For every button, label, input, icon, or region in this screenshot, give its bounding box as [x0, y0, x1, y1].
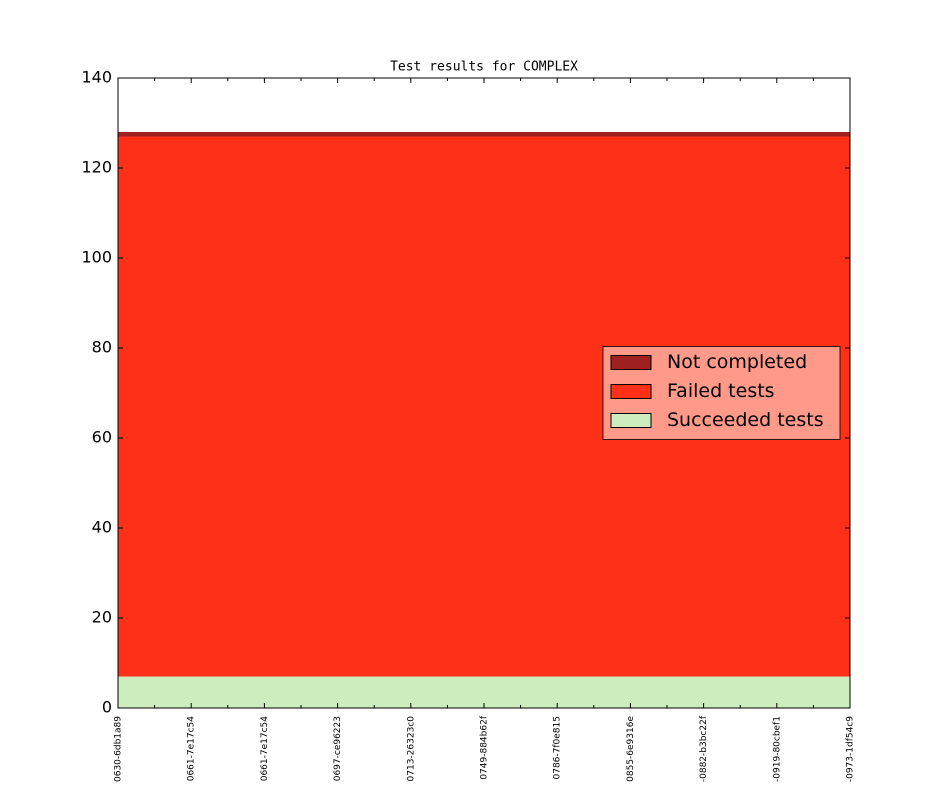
area [118, 136, 850, 677]
x-tick-label: 0713-26323c0 [406, 716, 416, 782]
x-tick-label: -0973-1df54c9 [846, 716, 856, 782]
legend-swatch [610, 384, 652, 399]
y-tick-label: 40 [92, 518, 112, 537]
area [118, 676, 850, 708]
legend-label: Failed tests [667, 380, 775, 402]
chart-title: Test results for COMPLEX [390, 60, 578, 75]
y-tick-label: 0 [102, 698, 112, 717]
y-tick-label: 140 [81, 68, 112, 87]
legend-label: Succeeded tests [667, 409, 824, 431]
legend-label: Not completed [667, 351, 807, 373]
x-tick-label: 0661-7e17c54 [187, 716, 197, 782]
x-tick-label: 0630-6db1a89 [114, 716, 124, 782]
x-tick-label: 0855-6e9316e [626, 716, 636, 782]
legend-swatch [610, 413, 652, 428]
legend-swatch [610, 355, 652, 370]
x-tick-label: 0786-7f0e815 [553, 716, 563, 780]
legend: Not completed Failed tests Succeeded tests [602, 346, 841, 440]
x-tick-label: 0661-7e17c54 [260, 716, 270, 782]
y-tick-label: 60 [92, 428, 112, 447]
y-tick-label: 120 [81, 158, 112, 177]
x-tick-label: -0882-b3bc22f [699, 715, 709, 782]
y-tick-label: 100 [81, 248, 112, 267]
y-tick-label: 80 [92, 338, 112, 357]
y-tick-label: 20 [92, 608, 112, 627]
x-tick-label: 0697-ce96223 [333, 716, 343, 781]
area [118, 132, 850, 137]
x-tick-label: -0919-80cbef1 [772, 716, 782, 782]
x-tick-label: 0749-884b62f [480, 715, 490, 779]
